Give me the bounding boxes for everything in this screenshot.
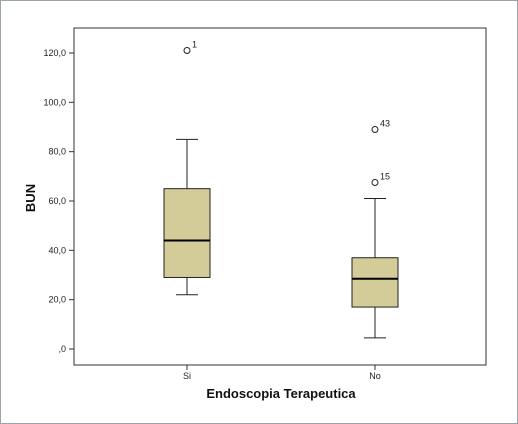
- outlier-label: 1: [192, 40, 197, 50]
- y-tick-label: ,0: [58, 344, 66, 354]
- plot-area: [73, 27, 487, 366]
- y-axis-title: BUN: [23, 184, 38, 212]
- x-tick-label: No: [369, 371, 381, 381]
- boxes: 1 43 15: [163, 40, 399, 339]
- x-axis-title: Endoscopia Terapeutica: [206, 386, 356, 401]
- y-tick-label: 40,0: [48, 245, 66, 255]
- box-si: 1: [163, 40, 211, 296]
- y-tick-label: 60,0: [48, 196, 66, 206]
- outlier-point: [371, 179, 379, 186]
- x-tick-label: Si: [183, 371, 191, 381]
- outlier-point: [371, 125, 379, 133]
- iqr-box: [163, 188, 211, 278]
- iqr-box: [351, 257, 399, 308]
- y-tick-label: 120,0: [43, 48, 66, 58]
- box-no: 43 15: [351, 118, 399, 339]
- outlier-point: [183, 47, 191, 55]
- y-axis: ,0 20,0 40,0 60,0 80,0 100,0 120,0: [43, 48, 74, 354]
- outlier-label: 43: [380, 118, 390, 128]
- x-axis: Si No: [183, 365, 381, 381]
- y-tick-label: 20,0: [48, 295, 66, 305]
- y-tick-label: 80,0: [48, 147, 66, 157]
- outlier-label: 15: [380, 172, 390, 182]
- y-tick-label: 100,0: [43, 97, 66, 107]
